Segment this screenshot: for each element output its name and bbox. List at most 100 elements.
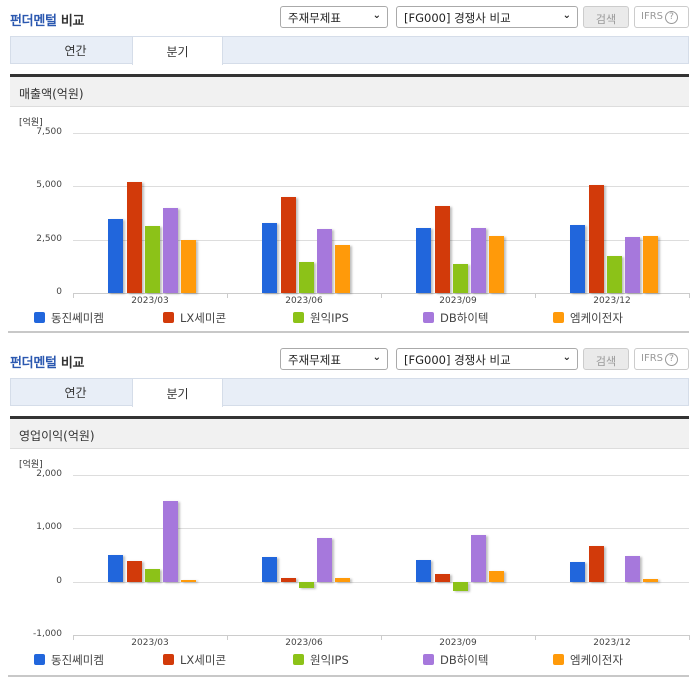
ifrs-label: IFRS	[641, 353, 663, 364]
x-tick-mark	[227, 635, 228, 640]
legend-swatch-icon	[34, 654, 45, 665]
gridline	[73, 475, 689, 476]
bar-원익IPS-2023/06	[298, 581, 314, 588]
bar-LX세미콘-2023/09	[434, 205, 450, 293]
bar-동진쎄미켐-2023/12	[570, 224, 586, 293]
group-value: [FG000] 경쟁사 비교	[404, 353, 511, 367]
bar-DB하이텍-2023/03	[163, 501, 179, 582]
chart-legend: 동진쎄미켐 LX세미콘 원익IPS DB하이텍 엠케이전자	[0, 310, 696, 328]
legend-swatch-icon	[553, 312, 564, 323]
legend-item[interactable]: 엠케이전자	[553, 310, 623, 326]
x-tick-mark	[73, 293, 74, 298]
title-highlight: 펀더멘털	[10, 14, 57, 29]
legend-item[interactable]: 원익IPS	[293, 310, 349, 326]
bar-엠케이전자-2023/06	[335, 578, 351, 582]
bar-DB하이텍-2023/12	[625, 555, 641, 582]
group-select[interactable]: [FG000] 경쟁사 비교 ⌄	[396, 6, 578, 28]
x-tick-mark	[227, 293, 228, 298]
x-tick-mark	[73, 635, 74, 640]
chart-title: 영업이익(억원)	[10, 416, 689, 449]
revenue-bar-chart: [억원] 7,500 5,000 2,500 0 2023/03 2023/06 2023/0…	[10, 107, 690, 307]
title-rest: 비교	[56, 14, 85, 29]
legend-label: DB하이텍	[440, 311, 489, 325]
chevron-down-icon: ⌄	[372, 10, 381, 21]
legend-label: DB하이텍	[440, 653, 489, 667]
legend-item[interactable]: 동진쎄미켐	[34, 310, 104, 326]
tab-annual[interactable]: 연간	[64, 44, 87, 58]
bar-LX세미콘-2023/12	[588, 185, 604, 293]
ifrs-help-button[interactable]: IFRS?	[634, 6, 689, 28]
chevron-down-icon: ⌄	[562, 10, 571, 21]
x-tick-mark	[535, 635, 536, 640]
bar-엠케이전자-2023/12	[643, 235, 659, 293]
bar-엠케이전자-2023/12	[643, 579, 659, 582]
x-axis-label: 2023/12	[593, 638, 631, 648]
panel-title: 펀더멘털 비교	[10, 10, 84, 29]
help-icon: ?	[665, 353, 678, 366]
tab-annual[interactable]: 연간	[64, 386, 87, 400]
legend-label: 원익IPS	[310, 653, 349, 667]
legend-item[interactable]: DB하이텍	[423, 310, 488, 326]
fundamental-panel-operating-profit: 펀더멘털 비교 주재무제표 ⌄ [FG000] 경쟁사 비교 ⌄ 검색 IFRS? …	[0, 342, 696, 684]
bar-원익IPS-2023/09	[452, 581, 468, 592]
bar-원익IPS-2023/09	[452, 264, 468, 293]
x-tick-mark	[535, 293, 536, 298]
tab-quarterly[interactable]: 분기	[132, 36, 223, 65]
x-axis-label: 2023/06	[285, 638, 323, 648]
chart-title: 매출액(억원)	[10, 74, 689, 107]
ifrs-label: IFRS	[641, 11, 663, 22]
x-axis-label: 2023/03	[131, 638, 169, 648]
panel-header: 펀더멘털 비교 주재무제표 ⌄ [FG000] 경쟁사 비교 ⌄ 검색 IFRS?	[0, 0, 696, 34]
legend-item[interactable]: 엠케이전자	[553, 652, 623, 668]
gridline	[73, 528, 689, 530]
y-tick-label: 2,000	[36, 469, 62, 479]
title-highlight: 펀더멘털	[10, 356, 57, 371]
search-button[interactable]: 검색	[583, 6, 629, 28]
x-tick-mark	[689, 293, 690, 298]
bar-LX세미콘-2023/03	[126, 182, 142, 293]
statement-type-select[interactable]: 주재무제표 ⌄	[280, 348, 388, 370]
x-axis-label: 2023/06	[285, 296, 323, 306]
bar-동진쎄미켐-2023/12	[570, 562, 586, 582]
chevron-down-icon: ⌄	[372, 352, 381, 363]
bar-동진쎄미켐-2023/03	[108, 554, 124, 582]
legend-label: 동진쎄미켐	[51, 311, 104, 325]
gridline	[73, 186, 689, 188]
y-tick-label: 2,500	[36, 233, 62, 244]
legend-label: LX세미콘	[180, 653, 227, 667]
period-tabs: 연간 분기	[10, 36, 689, 65]
panel-header: 펀더멘털 비교 주재무제표 ⌄ [FG000] 경쟁사 비교 ⌄ 검색 IFRS?	[0, 342, 696, 376]
y-axis-unit: [억원]	[19, 118, 43, 128]
legend-item[interactable]: 동진쎄미켐	[34, 652, 104, 668]
statement-type-select[interactable]: 주재무제표 ⌄	[280, 6, 388, 28]
bar-엠케이전자-2023/09	[489, 571, 505, 582]
group-value: [FG000] 경쟁사 비교	[404, 11, 511, 25]
bar-동진쎄미켐-2023/09	[416, 227, 432, 293]
legend-item[interactable]: 원익IPS	[293, 652, 349, 668]
divider	[8, 331, 689, 333]
legend-item[interactable]: LX세미콘	[163, 652, 226, 668]
bar-원익IPS-2023/06	[298, 261, 314, 293]
chart-legend: 동진쎄미켐 LX세미콘 원익IPS DB하이텍 엠케이전자	[0, 652, 696, 670]
tab-quarterly[interactable]: 분기	[132, 378, 223, 407]
legend-swatch-icon	[163, 654, 174, 665]
operating-profit-bar-chart: [억원] 2,000 1,000 0 -1,000 2023/03 2023/06 2023/…	[10, 449, 690, 649]
legend-label: LX세미콘	[180, 311, 227, 325]
bar-LX세미콘-2023/06	[280, 197, 296, 293]
y-tick-label: 7,500	[36, 127, 62, 137]
x-axis-label: 2023/12	[593, 296, 631, 306]
y-tick-label: 5,000	[36, 180, 62, 191]
legend-swatch-icon	[293, 312, 304, 323]
group-select[interactable]: [FG000] 경쟁사 비교 ⌄	[396, 348, 578, 370]
bar-LX세미콘-2023/09	[434, 574, 450, 582]
legend-swatch-icon	[163, 312, 174, 323]
search-button[interactable]: 검색	[583, 348, 629, 370]
bar-DB하이텍-2023/09	[471, 535, 487, 582]
legend-item[interactable]: DB하이텍	[423, 652, 488, 668]
x-axis-label: 2023/09	[439, 638, 477, 648]
legend-item[interactable]: LX세미콘	[163, 310, 226, 326]
bar-DB하이텍-2023/12	[625, 236, 641, 293]
ifrs-help-button[interactable]: IFRS?	[634, 348, 689, 370]
y-tick-label: -1,000	[32, 629, 62, 639]
statement-type-value: 주재무제표	[288, 353, 341, 367]
